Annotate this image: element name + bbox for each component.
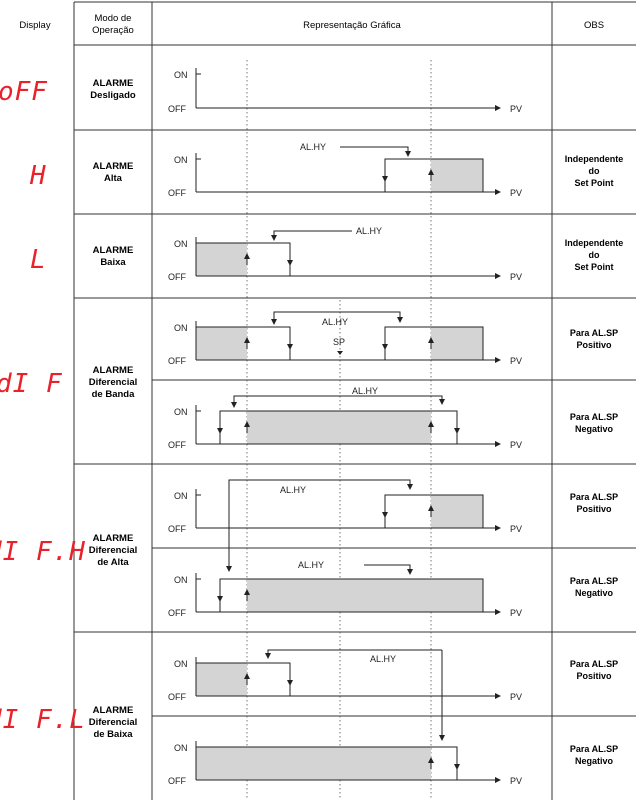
alhy-label-dif-neg: AL.HY bbox=[352, 386, 378, 396]
mode-l-2: Baixa bbox=[100, 257, 126, 268]
obs-h-2: do bbox=[589, 166, 600, 176]
table-grid bbox=[73, 1, 636, 800]
on-label: ON bbox=[174, 743, 188, 753]
obs-l-3: Set Point bbox=[574, 262, 613, 272]
obs-h-1: Independente bbox=[565, 154, 624, 164]
alhy-label-difh-pos: AL.HY bbox=[280, 485, 306, 495]
mode-h-1: ALARME bbox=[93, 161, 134, 172]
on-label: ON bbox=[174, 575, 188, 585]
header-display: Display bbox=[19, 20, 50, 31]
obs-l-2: do bbox=[589, 250, 600, 260]
mode-l-1: ALARME bbox=[93, 245, 134, 256]
mode-off-1: ALARME bbox=[93, 78, 134, 89]
header-modo-line2: Operação bbox=[92, 25, 134, 36]
hysteresis-arrows bbox=[226, 146, 445, 741]
mode-difh-3: de Alta bbox=[97, 557, 129, 568]
obs-difh-neg-1: Para AL.SP bbox=[570, 576, 618, 586]
off-label: OFF bbox=[168, 776, 186, 786]
obs-dif-neg-1: Para AL.SP bbox=[570, 412, 618, 422]
alhy-label-difl-pos: AL.HY bbox=[370, 654, 396, 664]
display-difl: dI F.L bbox=[0, 705, 86, 735]
mode-dif-3: de Banda bbox=[92, 389, 135, 400]
axes bbox=[195, 68, 501, 783]
obs-difl-neg-1: Para AL.SP bbox=[570, 744, 618, 754]
obs-difl-pos-2: Positivo bbox=[576, 671, 612, 681]
off-label: OFF bbox=[168, 356, 186, 366]
axis-labels: ON OFF PV ON OFF PV ON OFF PV ON OFF PV … bbox=[168, 70, 522, 786]
obs-dif-pos-1: Para AL.SP bbox=[570, 328, 618, 338]
pv-label: PV bbox=[510, 524, 522, 534]
obs-difh-pos-1: Para AL.SP bbox=[570, 492, 618, 502]
display-off: oFF bbox=[0, 77, 48, 107]
mode-h-2: Alta bbox=[104, 173, 123, 184]
table-header: Display Modo de Operação Representação G… bbox=[19, 13, 604, 36]
alhy-label-l: AL.HY bbox=[356, 226, 382, 236]
obs-difh-neg-2: Negativo bbox=[575, 588, 614, 598]
header-modo-line1: Modo de bbox=[95, 13, 132, 24]
on-label: ON bbox=[174, 659, 188, 669]
pv-label: PV bbox=[510, 104, 522, 114]
off-label: OFF bbox=[168, 608, 186, 618]
mode-dif-1: ALARME bbox=[93, 365, 134, 376]
obs-difl-pos-1: Para AL.SP bbox=[570, 659, 618, 669]
obs-difh-pos-2: Positivo bbox=[576, 504, 612, 514]
alhy-label-dif-pos: AL.HY bbox=[322, 317, 348, 327]
display-difh: dI F.H bbox=[0, 537, 86, 567]
pv-label: PV bbox=[510, 188, 522, 198]
display-h: H bbox=[29, 161, 47, 191]
off-label: OFF bbox=[168, 440, 186, 450]
on-label: ON bbox=[174, 323, 188, 333]
pv-label: PV bbox=[510, 776, 522, 786]
mode-difh-2: Diferencial bbox=[89, 545, 138, 556]
display-dif: dI F bbox=[0, 369, 63, 399]
pv-label: PV bbox=[510, 272, 522, 282]
header-grafico: Representação Gráfica bbox=[303, 20, 401, 31]
on-label: ON bbox=[174, 155, 188, 165]
obs-dif-neg-2: Negativo bbox=[575, 424, 614, 434]
modes-column: ALARME Desligado ALARME Alta ALARME Baix… bbox=[89, 78, 138, 740]
off-label: OFF bbox=[168, 524, 186, 534]
sp-label: SP bbox=[333, 337, 345, 347]
shaded-regions bbox=[196, 159, 483, 780]
obs-column: Independente do Set Point Independente d… bbox=[565, 154, 624, 766]
sp-marker bbox=[337, 351, 343, 355]
obs-l-1: Independente bbox=[565, 238, 624, 248]
on-label: ON bbox=[174, 70, 188, 80]
pv-label: PV bbox=[510, 440, 522, 450]
header-obs: OBS bbox=[584, 20, 604, 31]
pv-label: PV bbox=[510, 608, 522, 618]
off-label: OFF bbox=[168, 272, 186, 282]
display-codes: oFF H L dI F dI F.H dI F.L bbox=[0, 77, 86, 735]
mode-dif-2: Diferencial bbox=[89, 377, 138, 388]
hysteresis-labels: AL.HY AL.HY AL.HY SP AL.HY AL.HY AL.HY A… bbox=[280, 142, 396, 664]
alhy-label-difh-neg: AL.HY bbox=[298, 560, 324, 570]
pv-label: PV bbox=[510, 692, 522, 702]
display-l: L bbox=[30, 245, 47, 275]
alarm-curves bbox=[196, 158, 484, 780]
alhy-label-h: AL.HY bbox=[300, 142, 326, 152]
mode-difl-3: de Baixa bbox=[93, 729, 133, 740]
off-label: OFF bbox=[168, 188, 186, 198]
mode-difh-1: ALARME bbox=[93, 533, 134, 544]
mode-off-2: Desligado bbox=[90, 90, 136, 101]
on-label: ON bbox=[174, 407, 188, 417]
on-label: ON bbox=[174, 239, 188, 249]
mode-difl-2: Diferencial bbox=[89, 717, 138, 728]
obs-difl-neg-2: Negativo bbox=[575, 756, 614, 766]
obs-h-3: Set Point bbox=[574, 178, 613, 188]
on-label: ON bbox=[174, 491, 188, 501]
pv-label: PV bbox=[510, 356, 522, 366]
off-label: OFF bbox=[168, 104, 186, 114]
obs-dif-pos-2: Positivo bbox=[576, 340, 612, 350]
mode-difl-1: ALARME bbox=[93, 705, 134, 716]
off-label: OFF bbox=[168, 692, 186, 702]
